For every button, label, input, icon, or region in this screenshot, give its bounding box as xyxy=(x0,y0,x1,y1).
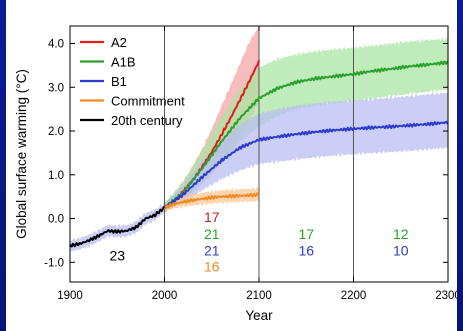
model-count-6: 16 xyxy=(298,242,314,258)
line-20th-century xyxy=(69,206,165,248)
legend-label-b1: B1 xyxy=(111,74,127,89)
y-tick-label-3-0: 3.0 xyxy=(48,82,64,94)
band-a1b xyxy=(164,37,448,213)
model-count-8: 10 xyxy=(393,242,409,258)
x-tick-label-2000: 2000 xyxy=(152,290,178,302)
series-lines xyxy=(69,59,449,248)
model-count-4: 16 xyxy=(204,259,220,275)
y-tick-label-0-0: 0.0 xyxy=(48,214,64,226)
axis-ticks: 1900 2000 2100 2200 2300 -1.0 0.0 1.0 2.0 3.0 4.0 xyxy=(44,26,457,302)
legend-label-commitment: Commitment xyxy=(111,94,185,109)
x-tick-label-2100: 2100 xyxy=(246,290,272,302)
y-axis-title: Global surface warming (°C) xyxy=(14,69,29,239)
x-tick-label-2200: 2200 xyxy=(341,290,367,302)
band-20th-century xyxy=(70,201,165,252)
line-commitment xyxy=(164,192,260,210)
model-count-2: 21 xyxy=(204,226,220,242)
legend-label-20th-century: 20th century xyxy=(111,113,183,128)
x-tick-label-2300: 2300 xyxy=(435,290,457,302)
model-count-3: 21 xyxy=(204,242,220,258)
warming-chart: 19002000210022002300-1.00.01.02.03.04.0 … xyxy=(14,24,457,323)
y-tick-label-1-0: 1.0 xyxy=(48,170,64,182)
reference-lines xyxy=(164,26,354,282)
y-tick-label-4-0: 4.0 xyxy=(48,39,64,51)
line-a1b xyxy=(163,60,449,209)
legend-label-a2: A2 xyxy=(111,35,127,50)
model-count-7: 12 xyxy=(393,226,409,242)
x-tick-label-1900: 1900 xyxy=(57,290,83,302)
model-count-5: 17 xyxy=(298,226,314,242)
line-b1 xyxy=(163,120,449,209)
legend-label-a1b: A1B xyxy=(111,55,136,70)
model-count-1: 17 xyxy=(204,209,220,225)
model-count-0: 23 xyxy=(109,248,125,264)
y-tick-label-1-0: -1.0 xyxy=(44,257,64,269)
band-b1 xyxy=(164,91,448,213)
x-axis-title: Year xyxy=(245,308,273,323)
chart-panel: 19002000210022002300-1.00.01.02.03.04.0 … xyxy=(6,0,457,331)
y-tick-label-2-0: 2.0 xyxy=(48,126,64,138)
legend: A2 A1B B1 Commitment 20th century xyxy=(80,35,185,128)
